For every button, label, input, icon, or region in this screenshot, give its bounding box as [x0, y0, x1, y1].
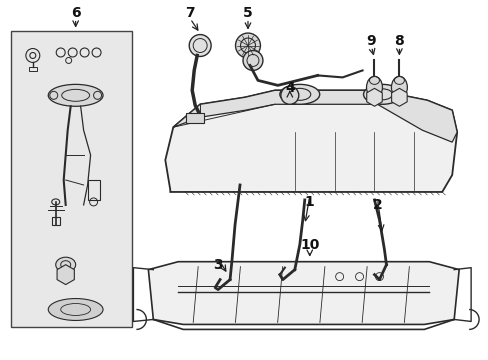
Ellipse shape — [366, 76, 382, 98]
Ellipse shape — [235, 33, 260, 58]
Text: 2: 2 — [372, 198, 382, 212]
Ellipse shape — [189, 35, 211, 57]
Polygon shape — [173, 90, 456, 142]
Text: 10: 10 — [300, 238, 319, 252]
Ellipse shape — [279, 84, 319, 104]
Polygon shape — [148, 262, 458, 324]
Bar — [11, 31, 132, 328]
Text: 7: 7 — [185, 6, 195, 20]
Circle shape — [93, 91, 102, 99]
Ellipse shape — [363, 84, 401, 104]
Text: 6: 6 — [71, 6, 81, 20]
Bar — [186, 113, 203, 123]
Ellipse shape — [48, 84, 103, 106]
Ellipse shape — [390, 76, 407, 98]
Circle shape — [50, 91, 58, 99]
Bar — [52, 217, 60, 225]
Bar — [87, 180, 100, 200]
Ellipse shape — [243, 50, 263, 71]
Text: 9: 9 — [366, 33, 376, 48]
Bar — [29, 67, 37, 71]
Text: 3: 3 — [213, 258, 223, 272]
Text: 4: 4 — [285, 81, 294, 95]
Text: 5: 5 — [243, 6, 252, 20]
Text: 1: 1 — [304, 195, 314, 209]
Ellipse shape — [56, 257, 76, 272]
Ellipse shape — [280, 86, 298, 104]
Ellipse shape — [48, 298, 103, 320]
Text: 8: 8 — [394, 33, 404, 48]
Polygon shape — [165, 90, 456, 192]
